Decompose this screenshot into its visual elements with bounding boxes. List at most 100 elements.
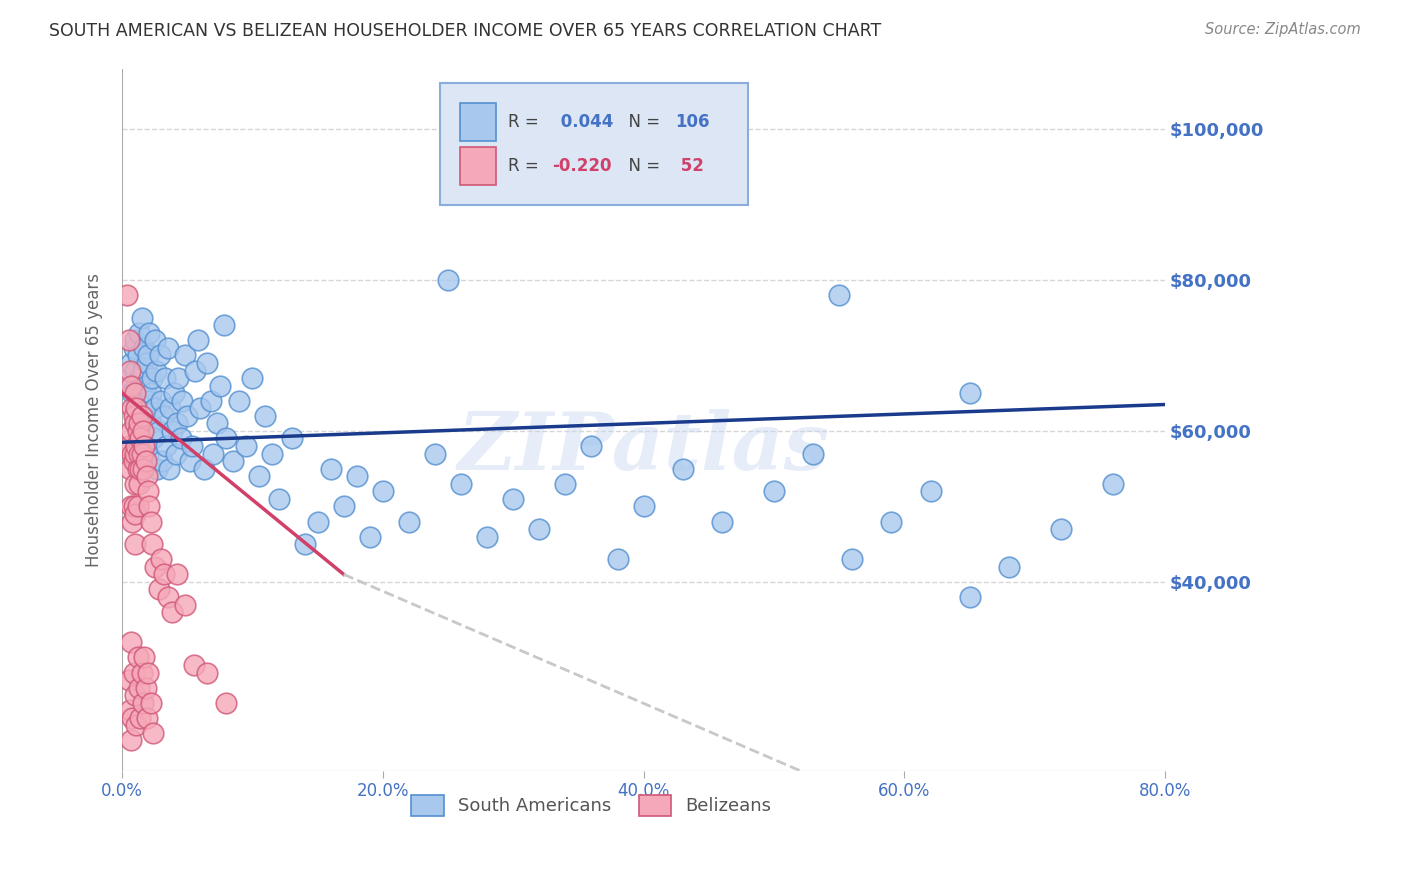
- Point: [124, 507, 146, 521]
- Point: [124, 417, 146, 431]
- Point: [134, 439, 156, 453]
- Point: [122, 454, 145, 468]
- Point: [136, 348, 159, 362]
- Point: [132, 424, 155, 438]
- Point: [150, 552, 173, 566]
- Point: [228, 393, 250, 408]
- Point: [124, 476, 146, 491]
- Point: [167, 371, 190, 385]
- Point: [763, 484, 786, 499]
- Point: [135, 469, 157, 483]
- Point: [124, 334, 146, 348]
- Text: 52: 52: [675, 157, 704, 175]
- Point: [1050, 522, 1073, 536]
- Point: [280, 432, 302, 446]
- Point: [124, 363, 146, 377]
- Point: [141, 537, 163, 551]
- Point: [128, 326, 150, 340]
- Point: [138, 326, 160, 340]
- Point: [125, 401, 148, 416]
- Point: [128, 447, 150, 461]
- Point: [152, 409, 174, 423]
- Point: [127, 650, 149, 665]
- Point: [118, 363, 141, 377]
- Point: [143, 401, 166, 416]
- Point: [633, 500, 655, 514]
- Point: [136, 484, 159, 499]
- Text: R =: R =: [508, 113, 544, 131]
- Point: [120, 378, 142, 392]
- Point: [117, 673, 139, 687]
- Point: [160, 605, 183, 619]
- Point: [122, 665, 145, 680]
- Point: [920, 484, 942, 499]
- Point: [554, 476, 576, 491]
- Point: [163, 386, 186, 401]
- Point: [581, 439, 603, 453]
- Point: [346, 469, 368, 483]
- Point: [193, 461, 215, 475]
- Point: [606, 552, 628, 566]
- Point: [124, 688, 146, 702]
- Point: [129, 371, 152, 385]
- Point: [136, 665, 159, 680]
- Point: [143, 559, 166, 574]
- Point: [125, 439, 148, 453]
- Point: [117, 288, 139, 302]
- Point: [724, 175, 747, 189]
- Point: [129, 711, 152, 725]
- Point: [134, 341, 156, 355]
- Point: [166, 567, 188, 582]
- Point: [153, 371, 176, 385]
- Point: [120, 635, 142, 649]
- Point: [997, 559, 1019, 574]
- Point: [142, 726, 165, 740]
- Point: [128, 681, 150, 695]
- Point: [139, 515, 162, 529]
- Point: [202, 447, 225, 461]
- Text: R =: R =: [508, 157, 544, 175]
- Point: [132, 363, 155, 377]
- Point: [135, 454, 157, 468]
- Point: [124, 417, 146, 431]
- Point: [128, 476, 150, 491]
- FancyBboxPatch shape: [460, 147, 495, 185]
- Y-axis label: Householder Income Over 65 years: Householder Income Over 65 years: [86, 273, 103, 566]
- Point: [179, 454, 201, 468]
- Point: [124, 447, 146, 461]
- Point: [529, 522, 551, 536]
- Point: [150, 393, 173, 408]
- Point: [121, 447, 143, 461]
- Point: [127, 393, 149, 408]
- Point: [801, 447, 824, 461]
- Point: [129, 461, 152, 475]
- Point: [131, 310, 153, 325]
- Point: [122, 341, 145, 355]
- Point: [127, 424, 149, 438]
- Point: [131, 409, 153, 423]
- Point: [159, 401, 181, 416]
- Point: [242, 371, 264, 385]
- Point: [139, 386, 162, 401]
- Point: [131, 386, 153, 401]
- Point: [136, 447, 159, 461]
- Point: [294, 537, 316, 551]
- Point: [254, 409, 277, 423]
- Point: [156, 590, 179, 604]
- Point: [121, 711, 143, 725]
- Point: [120, 356, 142, 370]
- Point: [212, 318, 235, 333]
- Point: [152, 454, 174, 468]
- Point: [215, 696, 238, 710]
- Point: [247, 469, 270, 483]
- Point: [148, 582, 170, 597]
- Point: [260, 447, 283, 461]
- Text: SOUTH AMERICAN VS BELIZEAN HOUSEHOLDER INCOME OVER 65 YEARS CORRELATION CHART: SOUTH AMERICAN VS BELIZEAN HOUSEHOLDER I…: [49, 22, 882, 40]
- Point: [125, 718, 148, 732]
- Point: [135, 681, 157, 695]
- Point: [828, 288, 851, 302]
- Point: [170, 393, 193, 408]
- Point: [118, 703, 141, 717]
- Point: [146, 461, 169, 475]
- Point: [710, 515, 733, 529]
